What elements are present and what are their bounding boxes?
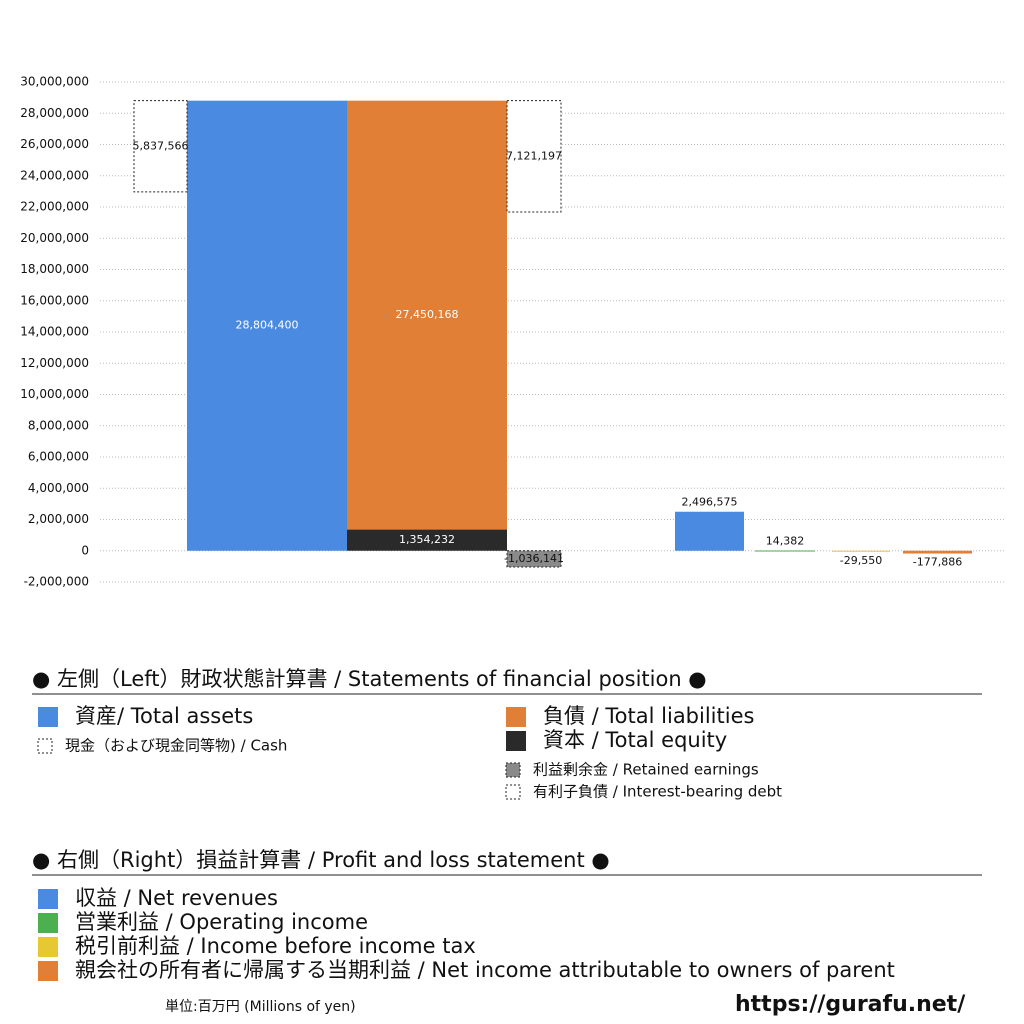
value-label: -1,036,141	[504, 552, 564, 565]
value-label: 7,121,197	[506, 149, 562, 162]
legend-swatch	[37, 738, 53, 754]
y-tick-label: 18,000,000	[20, 262, 89, 276]
legend-swatch	[506, 707, 526, 727]
source-url: https://gurafu.net/	[735, 992, 966, 1017]
y-tick-label: 12,000,000	[20, 356, 89, 370]
legend-label: 営業利益 / Operating income	[75, 910, 368, 934]
bar	[347, 529, 507, 551]
value-label: 5,837,566	[133, 139, 189, 152]
y-tick-label: 28,000,000	[20, 106, 89, 120]
bar	[903, 550, 972, 554]
bar	[832, 550, 890, 552]
legend-label: 利益剰余金 / Retained earnings	[533, 761, 759, 779]
y-tick-label: 16,000,000	[20, 293, 89, 307]
y-tick-label: 0	[81, 543, 89, 557]
value-label: -29,550	[840, 554, 882, 567]
y-tick-label: 6,000,000	[28, 450, 89, 464]
bar	[187, 100, 347, 551]
bar	[133, 100, 188, 193]
bar	[347, 100, 507, 530]
legend-label: 負債 / Total liabilities	[543, 704, 754, 728]
legend-swatch	[38, 961, 58, 981]
value-label: -177,886	[913, 556, 962, 569]
bar	[506, 100, 562, 213]
bar	[506, 550, 562, 568]
legend-swatch	[38, 889, 58, 909]
y-tick-label: 8,000,000	[28, 418, 89, 432]
legend-label: 親会社の所有者に帰属する当期利益 / Net income attributab…	[75, 958, 895, 982]
y-tick-label: 2,000,000	[28, 512, 89, 526]
value-label: 14,382	[766, 535, 805, 548]
value-label: 28,804,400	[236, 319, 299, 332]
y-tick-label: 20,000,000	[20, 231, 89, 245]
legend-swatch	[38, 937, 58, 957]
legend-label: 有利子負債 / Interest-bearing debt	[533, 783, 782, 801]
value-label: 2,496,575	[682, 496, 738, 509]
y-tick-label: 10,000,000	[20, 387, 89, 401]
bar	[755, 550, 815, 552]
legend-label: 税引前利益 / Income before income tax	[75, 934, 476, 958]
legend-title: ● 右側（Right）損益計算書 / Profit and loss state…	[32, 848, 610, 872]
value-label: 27,450,168	[396, 308, 459, 321]
legend-swatch	[505, 762, 521, 778]
y-tick-label: 26,000,000	[20, 137, 89, 151]
legend-title: ● 左側（Left）財政状態計算書 / Statements of financ…	[32, 667, 707, 691]
legend-label: 資本 / Total equity	[543, 728, 727, 752]
bar	[675, 511, 744, 551]
legend-label: 資産/ Total assets	[75, 704, 253, 728]
unit-note: 単位:百万円 (Millions of yen)	[165, 999, 356, 1015]
y-tick-label: 4,000,000	[28, 481, 89, 495]
legend-label: 収益 / Net revenues	[75, 886, 278, 910]
y-tick-label: 24,000,000	[20, 168, 89, 182]
y-tick-label: -2,000,000	[24, 575, 89, 589]
y-tick-label: 22,000,000	[20, 200, 89, 214]
y-tick-label: 14,000,000	[20, 325, 89, 339]
legend-swatch	[38, 913, 58, 933]
legend-swatch	[505, 784, 521, 800]
y-tick-label: 30,000,000	[20, 75, 89, 89]
legend-swatch	[38, 707, 58, 727]
legend-label: 現金（および現金同等物) / Cash	[65, 737, 287, 755]
legend-swatch	[506, 731, 526, 751]
value-label: 1,354,232	[399, 533, 455, 546]
